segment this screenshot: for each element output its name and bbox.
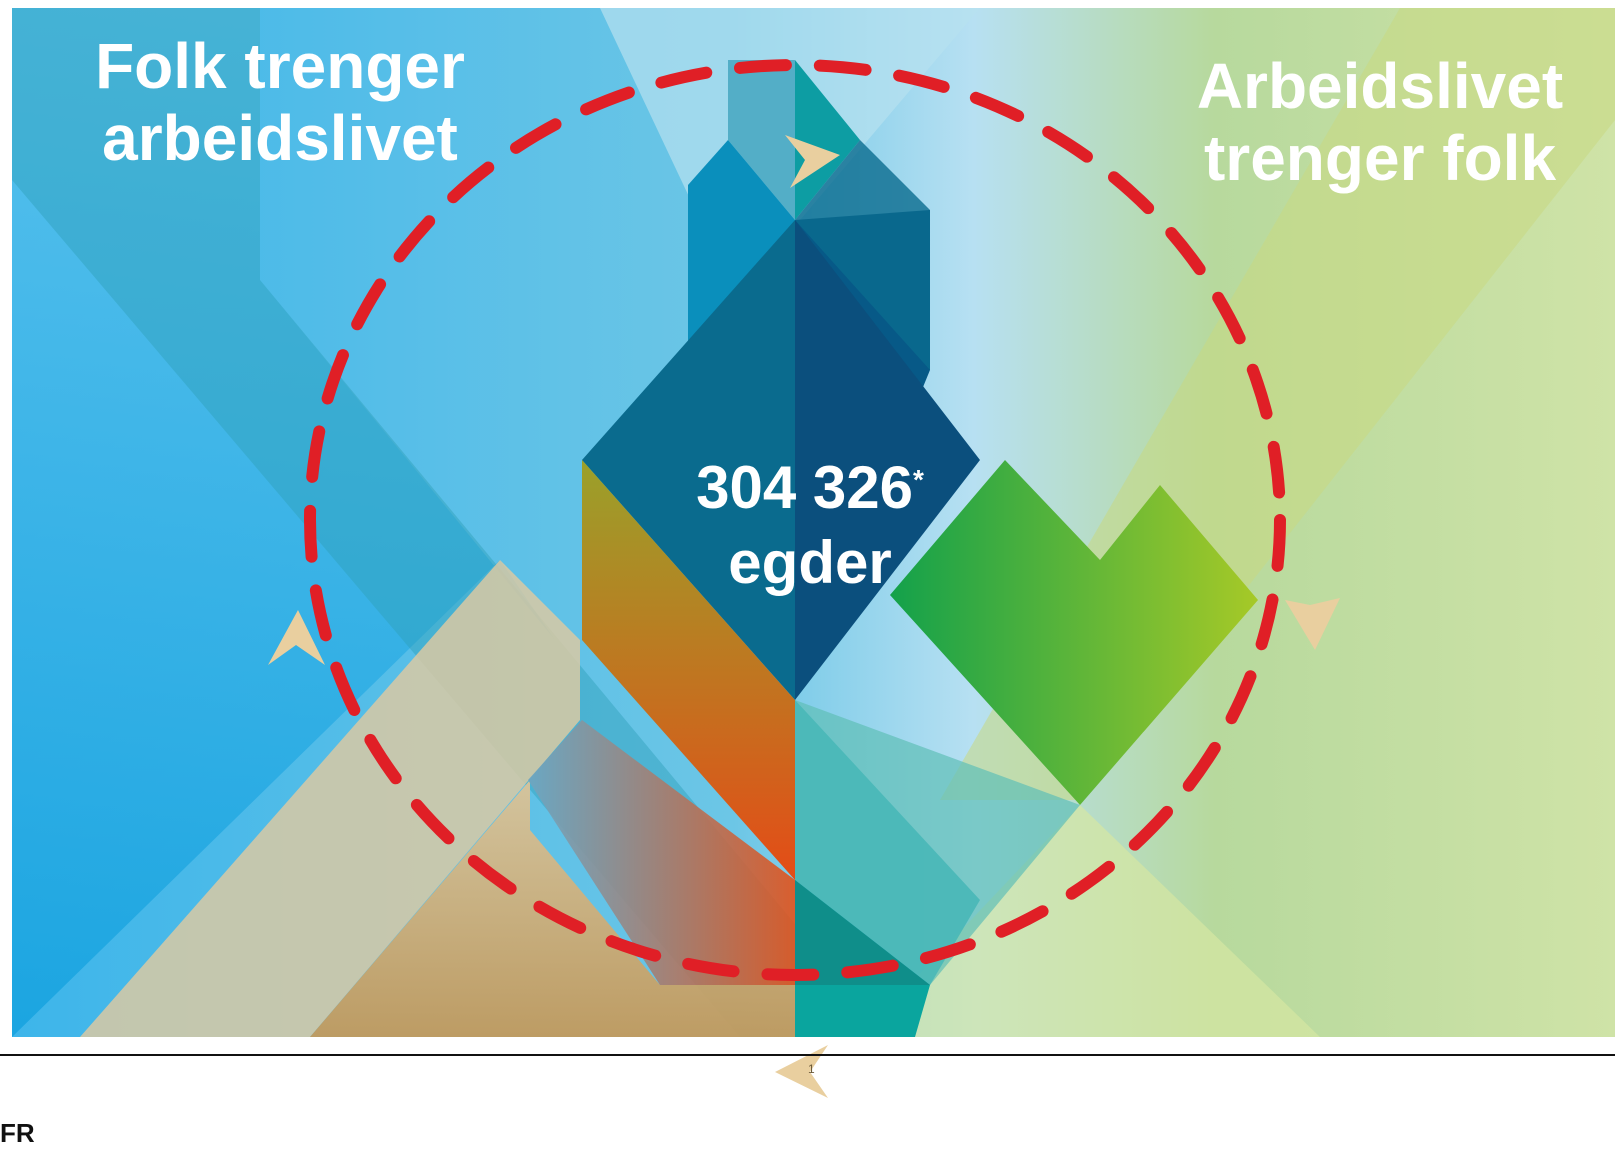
footnote-mark: *: [912, 464, 924, 495]
arrow-left-icon: [268, 610, 325, 665]
top-left-label-line-2: arbeidslivet: [102, 102, 458, 174]
arrow-bottom-icon: [775, 1045, 828, 1098]
arrow-right-icon: [1285, 598, 1340, 650]
top-left-label: Folk trenger arbeidslivet: [60, 30, 500, 174]
top-left-label-line-1: Folk trenger: [95, 30, 465, 102]
top-right-label-line-1: Arbeidslivet: [1196, 50, 1564, 122]
top-right-label-line-2: trenger folk: [1203, 122, 1557, 194]
arrow-top-icon: [785, 135, 840, 188]
top-right-label: Arbeidslivet trenger folk: [1170, 50, 1590, 194]
footer-text: FR: [0, 1118, 35, 1148]
building-silhouette: [528, 60, 1258, 1037]
page-number: 1: [808, 1062, 815, 1076]
cycle-loop: [304, 59, 1286, 981]
loop-arrows: [268, 135, 1340, 1098]
population-number: 304 326: [696, 454, 913, 521]
center-figure: 304 326*: [640, 455, 980, 521]
center-unit: egder: [728, 529, 892, 596]
